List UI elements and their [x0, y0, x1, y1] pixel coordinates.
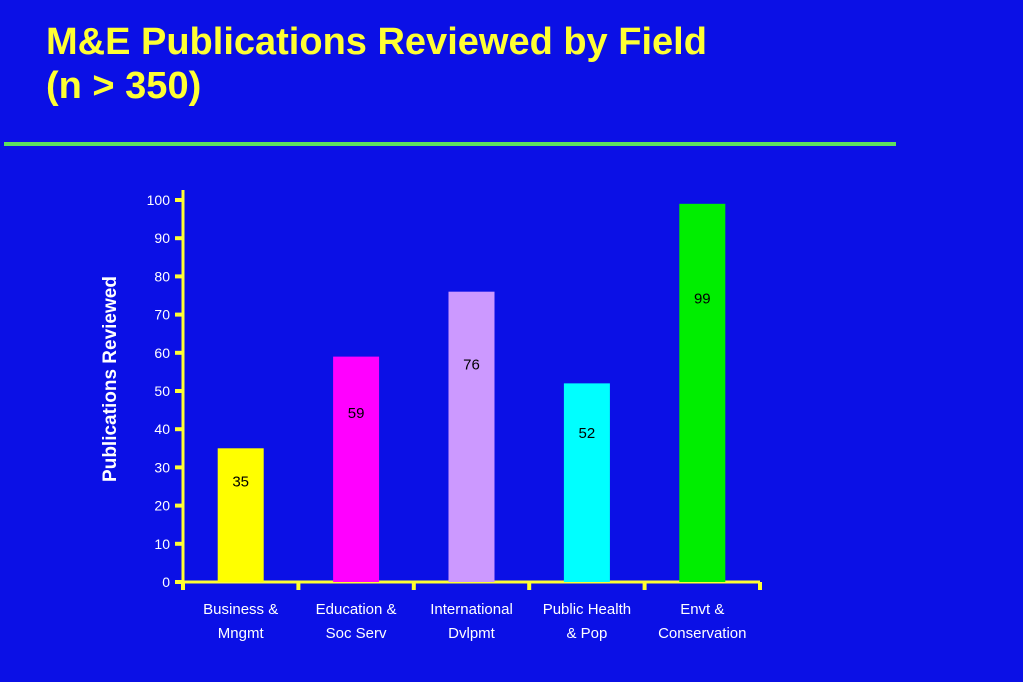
bar	[217, 448, 264, 582]
y-tick-label: 90	[154, 230, 170, 246]
bar	[333, 356, 380, 582]
x-tick-label: Soc Serv	[326, 625, 387, 642]
data-label: 99	[694, 290, 711, 307]
slide-title-line-2: (n > 350)	[46, 65, 202, 107]
y-tick-label: 20	[154, 498, 170, 514]
y-axis-title: Publications Reviewed	[100, 276, 121, 482]
data-label: 52	[579, 425, 596, 442]
title-divider	[4, 142, 896, 146]
x-tick-label: Public Health	[543, 601, 631, 618]
x-tick-label: Envt &	[680, 601, 724, 618]
y-tick-label: 50	[154, 383, 170, 399]
x-tick-label: International	[430, 601, 513, 618]
bar	[563, 383, 610, 582]
data-label: 35	[232, 474, 249, 491]
x-tick-label: Mngmt	[218, 625, 265, 642]
data-label: 59	[348, 405, 365, 422]
y-tick-label: 70	[154, 307, 170, 323]
x-tick-label: Education &	[316, 601, 397, 618]
y-tick-label: 30	[154, 459, 170, 475]
y-tick-label: 80	[154, 268, 170, 284]
bar	[679, 203, 726, 582]
y-tick-label: 60	[154, 345, 170, 361]
y-tick-label: 40	[154, 421, 170, 437]
data-label: 76	[463, 356, 480, 373]
y-tick-label: 100	[147, 192, 171, 208]
y-tick-label: 0	[162, 574, 170, 590]
x-tick-label: Business &	[203, 601, 278, 618]
y-tick-label: 10	[154, 536, 170, 552]
x-tick-label: Conservation	[658, 625, 746, 642]
x-tick-label: & Pop	[566, 625, 607, 642]
slide-title: M&E Publications Reviewed by Field (n > …	[46, 20, 707, 108]
bar	[448, 291, 495, 582]
slide-title-line-1: M&E Publications Reviewed by Field	[46, 21, 707, 63]
x-tick-label: Dvlpmt	[448, 625, 496, 642]
